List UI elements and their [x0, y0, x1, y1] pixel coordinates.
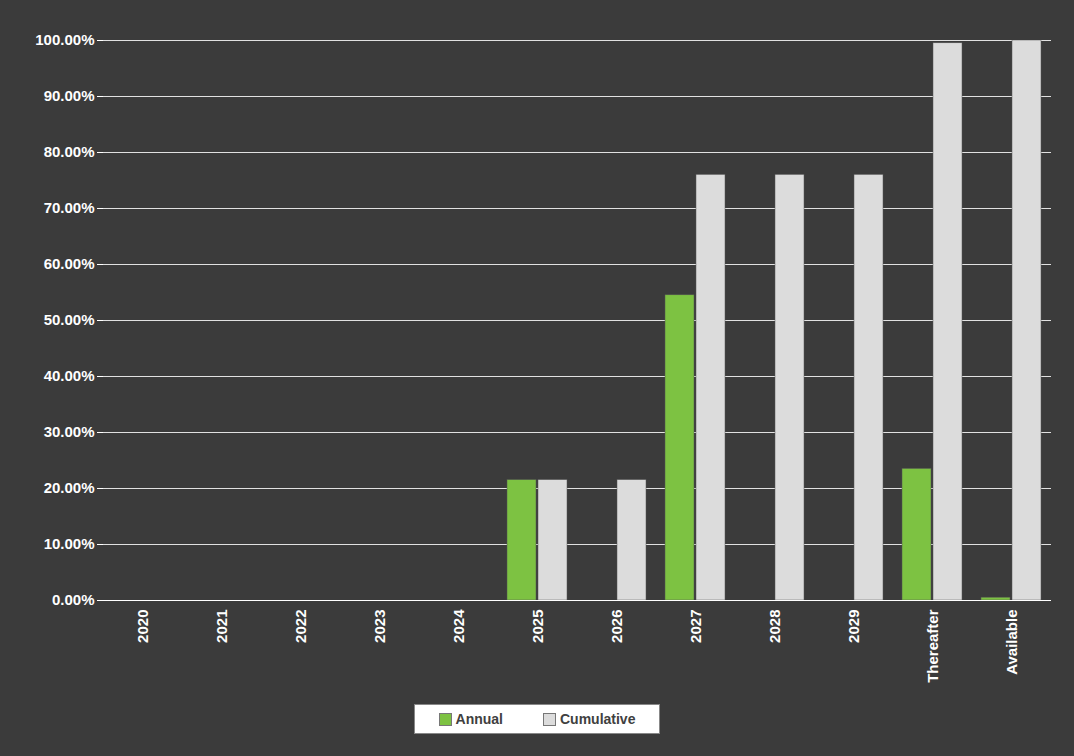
svg-text:2028: 2028 [766, 610, 783, 643]
svg-text:80.00%: 80.00% [44, 143, 95, 160]
svg-text:0.00%: 0.00% [52, 591, 95, 608]
svg-text:2025: 2025 [529, 610, 546, 643]
svg-text:2023: 2023 [371, 610, 388, 643]
svg-text:60.00%: 60.00% [44, 255, 95, 272]
svg-text:2024: 2024 [450, 609, 467, 643]
svg-text:90.00%: 90.00% [44, 87, 95, 104]
svg-text:2026: 2026 [608, 610, 625, 643]
svg-text:30.00%: 30.00% [44, 423, 95, 440]
svg-text:20.00%: 20.00% [44, 479, 95, 496]
svg-text:2022: 2022 [292, 610, 309, 643]
svg-text:Available: Available [1003, 610, 1020, 675]
svg-text:2029: 2029 [845, 610, 862, 643]
html-text:Annual: Annual [455, 711, 503, 727]
svg-text:Thereafter: Thereafter [924, 609, 941, 683]
svg-text:50.00%: 50.00% [44, 311, 95, 328]
svg-text:100.00%: 100.00% [35, 31, 94, 48]
html-text:Cumulative: Cumulative [560, 711, 636, 727]
svg-text:2021: 2021 [213, 610, 230, 643]
svg-text:2020: 2020 [134, 610, 151, 643]
svg-text:2027: 2027 [687, 610, 704, 643]
svg-text:10.00%: 10.00% [44, 535, 95, 552]
svg-text:40.00%: 40.00% [44, 367, 95, 384]
svg-text:70.00%: 70.00% [44, 199, 95, 216]
